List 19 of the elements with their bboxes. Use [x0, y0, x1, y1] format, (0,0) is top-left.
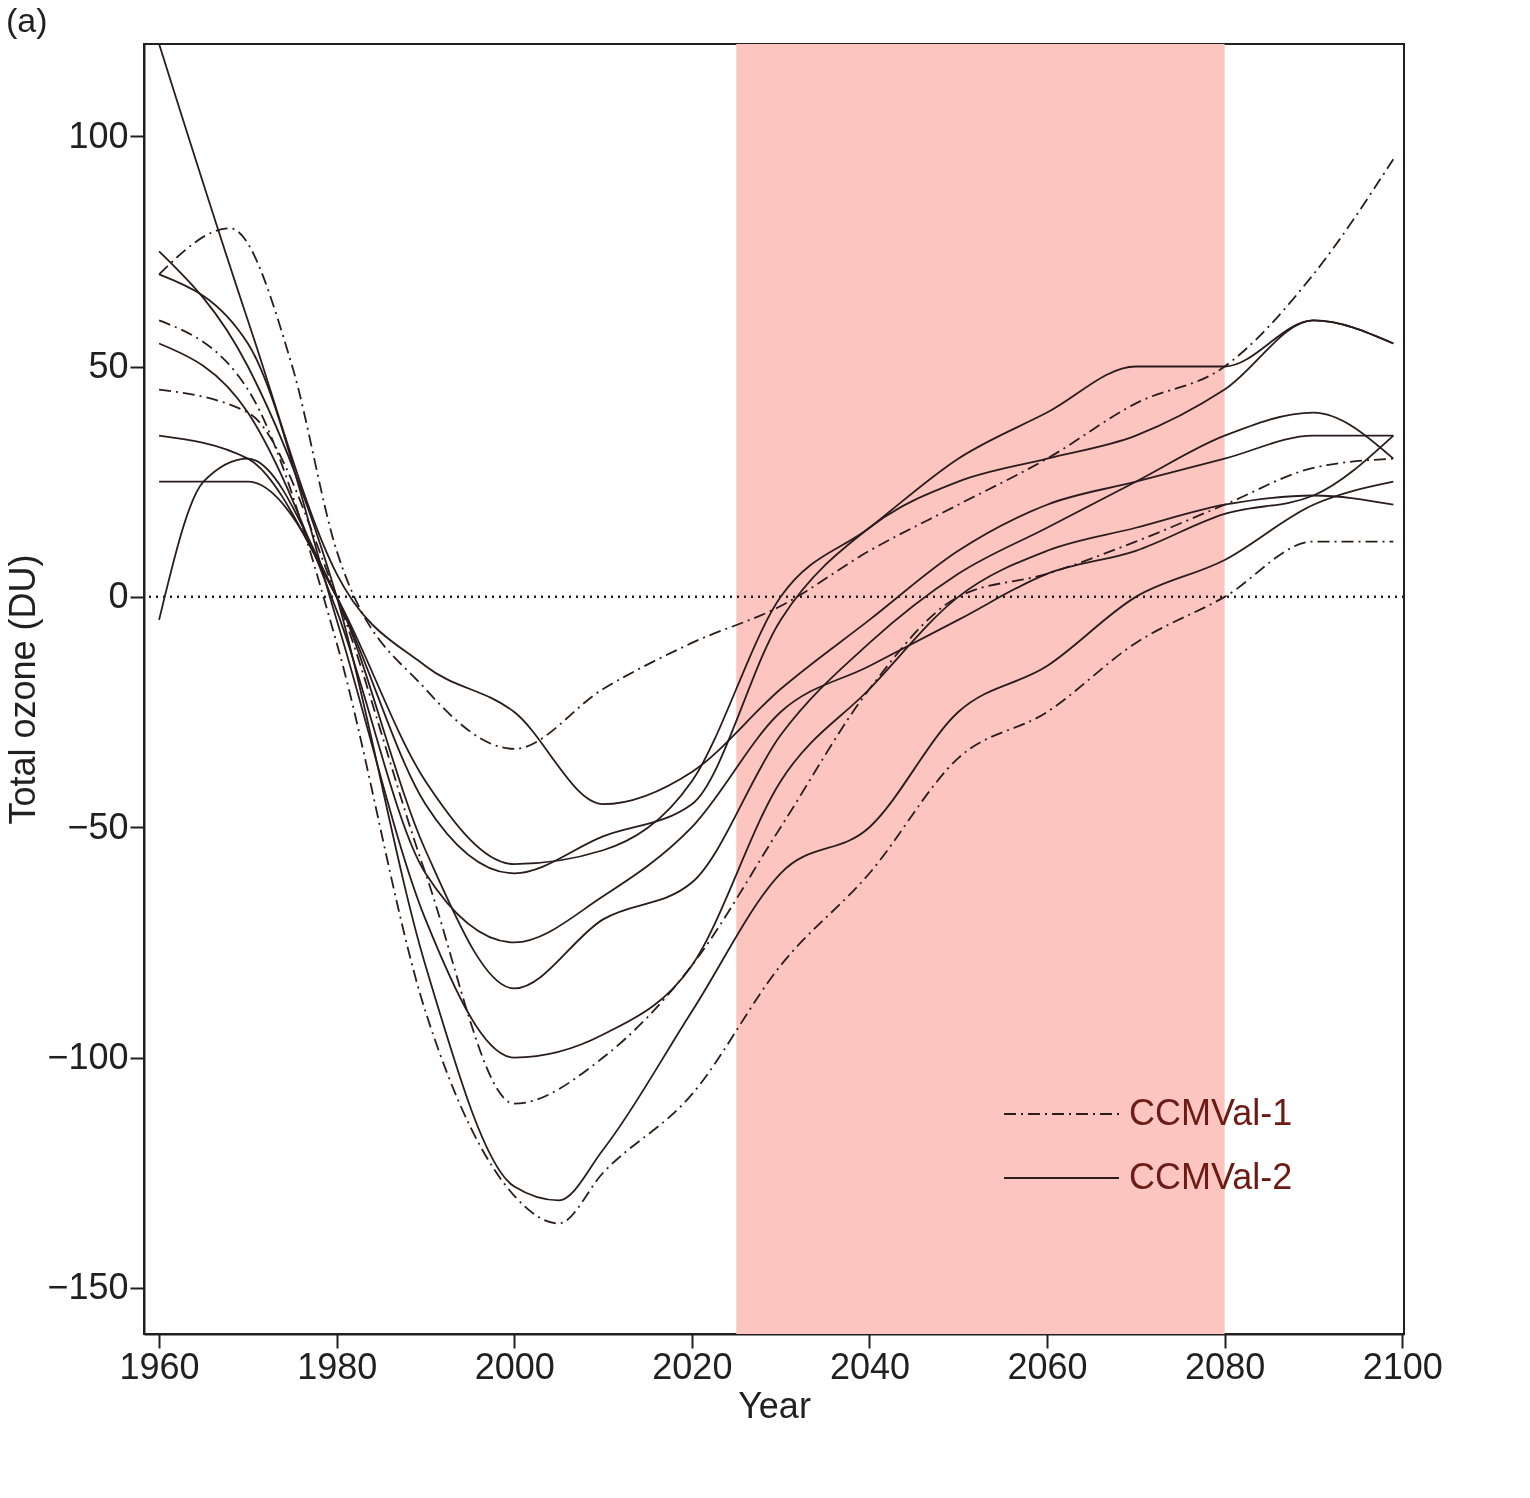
x-tick-label: 2020 [652, 1345, 733, 1387]
legend-label: CCMVal-2 [1129, 1156, 1293, 1197]
x-tick-label: 2100 [1362, 1345, 1443, 1387]
x-tick-label: 2040 [829, 1345, 910, 1387]
y-axis-title: Total ozone (DU) [2, 554, 44, 825]
y-tick-label: −150 [47, 1266, 129, 1308]
y-tick-label: 100 [68, 114, 129, 156]
x-tick-label: 1980 [297, 1345, 378, 1387]
x-tick-label: 2080 [1185, 1345, 1266, 1387]
y-tick-label: −50 [67, 805, 129, 847]
x-tick-label: 1960 [119, 1345, 200, 1387]
y-tick-label: −100 [47, 1036, 129, 1078]
x-tick-label: 2000 [474, 1345, 555, 1387]
y-tick-label: 50 [88, 345, 129, 386]
chart-title: (a) [5, 1, 48, 40]
legend-label: CCMVal-1 [1129, 1092, 1293, 1133]
x-tick-label: 2060 [1007, 1345, 1088, 1387]
y-tick-label: 0 [108, 575, 129, 617]
x-axis-title: Year [738, 1384, 811, 1426]
